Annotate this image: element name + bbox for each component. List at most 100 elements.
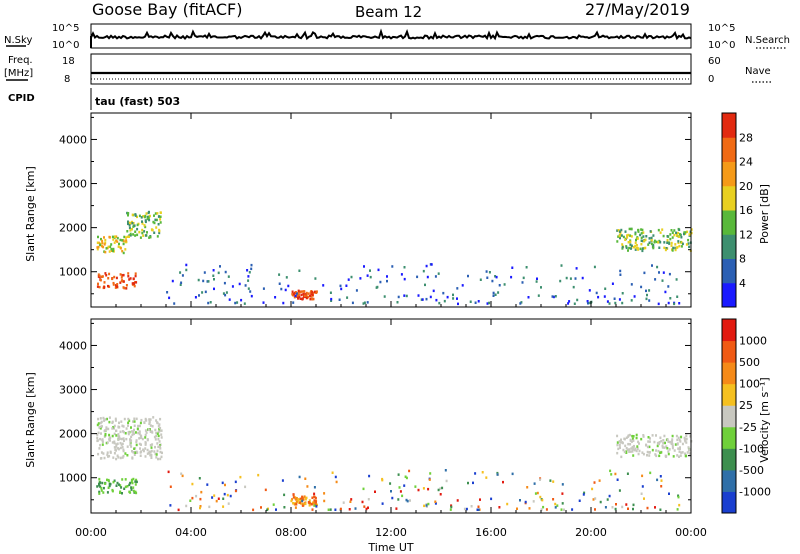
data-point (685, 454, 687, 458)
data-point (133, 424, 136, 427)
data-point (640, 285, 643, 289)
data-point (642, 235, 645, 238)
data-point (146, 231, 148, 234)
y-tick-label: 3000 (59, 178, 87, 191)
data-point (490, 497, 493, 501)
data-point (592, 498, 595, 501)
data-point (287, 284, 290, 288)
data-point (479, 498, 481, 501)
data-point (349, 500, 352, 503)
data-point (624, 238, 627, 241)
data-point (117, 438, 120, 441)
data-point (264, 488, 267, 492)
data-point (131, 282, 134, 285)
data-point (125, 239, 128, 242)
data-point (157, 215, 160, 218)
data-point (668, 272, 671, 276)
data-point (653, 239, 656, 243)
data-point (122, 273, 125, 277)
data-point (640, 437, 643, 441)
data-point (497, 291, 500, 294)
data-point (620, 228, 623, 232)
data-point (571, 508, 574, 511)
colorbar-tick-label: -1000 (739, 485, 771, 498)
data-point (467, 481, 469, 485)
data-point (185, 263, 188, 267)
data-point (621, 247, 624, 250)
data-point (119, 238, 122, 242)
data-point (626, 448, 629, 452)
data-point (120, 279, 123, 283)
data-point (647, 436, 650, 439)
data-point (422, 487, 425, 490)
data-point (608, 494, 611, 498)
data-point (292, 493, 295, 496)
data-point (663, 434, 666, 438)
data-point (338, 298, 341, 301)
data-point (118, 483, 120, 486)
velocity-colorbar: 1000 500 100 25 -25 -100 -500 -1000 (721, 318, 771, 514)
data-point (102, 452, 105, 455)
data-point (100, 244, 103, 248)
data-point (116, 236, 119, 240)
data-point (684, 452, 687, 455)
data-point (121, 249, 124, 253)
data-point (641, 485, 644, 488)
data-point (157, 434, 160, 438)
nave-tick-top: 60 (708, 56, 721, 67)
data-point (203, 271, 206, 274)
data-point (159, 221, 162, 224)
y-tick-label: 2000 (59, 428, 87, 441)
data-point (124, 432, 127, 435)
data-point (171, 279, 174, 283)
data-point (153, 450, 156, 453)
data-point (119, 484, 122, 487)
data-point (593, 265, 596, 269)
data-point (104, 418, 107, 421)
data-point (115, 235, 118, 238)
data-point (614, 472, 617, 476)
data-point (674, 248, 677, 252)
data-point (524, 500, 527, 504)
data-point (481, 471, 484, 474)
data-point (132, 233, 135, 236)
data-point (127, 431, 130, 434)
data-point (657, 449, 660, 453)
data-point (424, 283, 426, 287)
data-point (633, 448, 636, 452)
nsky-trace (90, 28, 692, 41)
data-point (106, 451, 109, 454)
data-point (641, 247, 644, 250)
data-point (154, 445, 156, 449)
x-tick-label: 20:00 (575, 526, 607, 539)
data-point (122, 425, 125, 428)
data-point (613, 297, 616, 300)
data-point (542, 505, 545, 509)
data-point (422, 269, 425, 273)
data-point (630, 447, 633, 450)
data-point (649, 437, 651, 440)
data-point (295, 500, 298, 504)
data-point (575, 267, 578, 270)
data-point (111, 489, 114, 493)
data-point (642, 435, 645, 438)
data-point (591, 487, 594, 491)
data-point (645, 289, 647, 293)
data-point (112, 480, 115, 484)
data-point (133, 417, 136, 420)
data-point (138, 442, 141, 446)
data-point (614, 507, 617, 511)
data-point (150, 456, 153, 459)
power-plot-background (91, 113, 691, 307)
data-point (158, 423, 161, 426)
data-point (159, 211, 162, 214)
data-point (283, 506, 286, 509)
data-point (148, 218, 151, 222)
data-point (179, 271, 182, 274)
data-point (124, 248, 127, 251)
data-point (302, 496, 305, 500)
data-point (305, 296, 308, 300)
data-point (581, 276, 584, 280)
data-point (199, 506, 201, 510)
data-point (619, 269, 622, 273)
